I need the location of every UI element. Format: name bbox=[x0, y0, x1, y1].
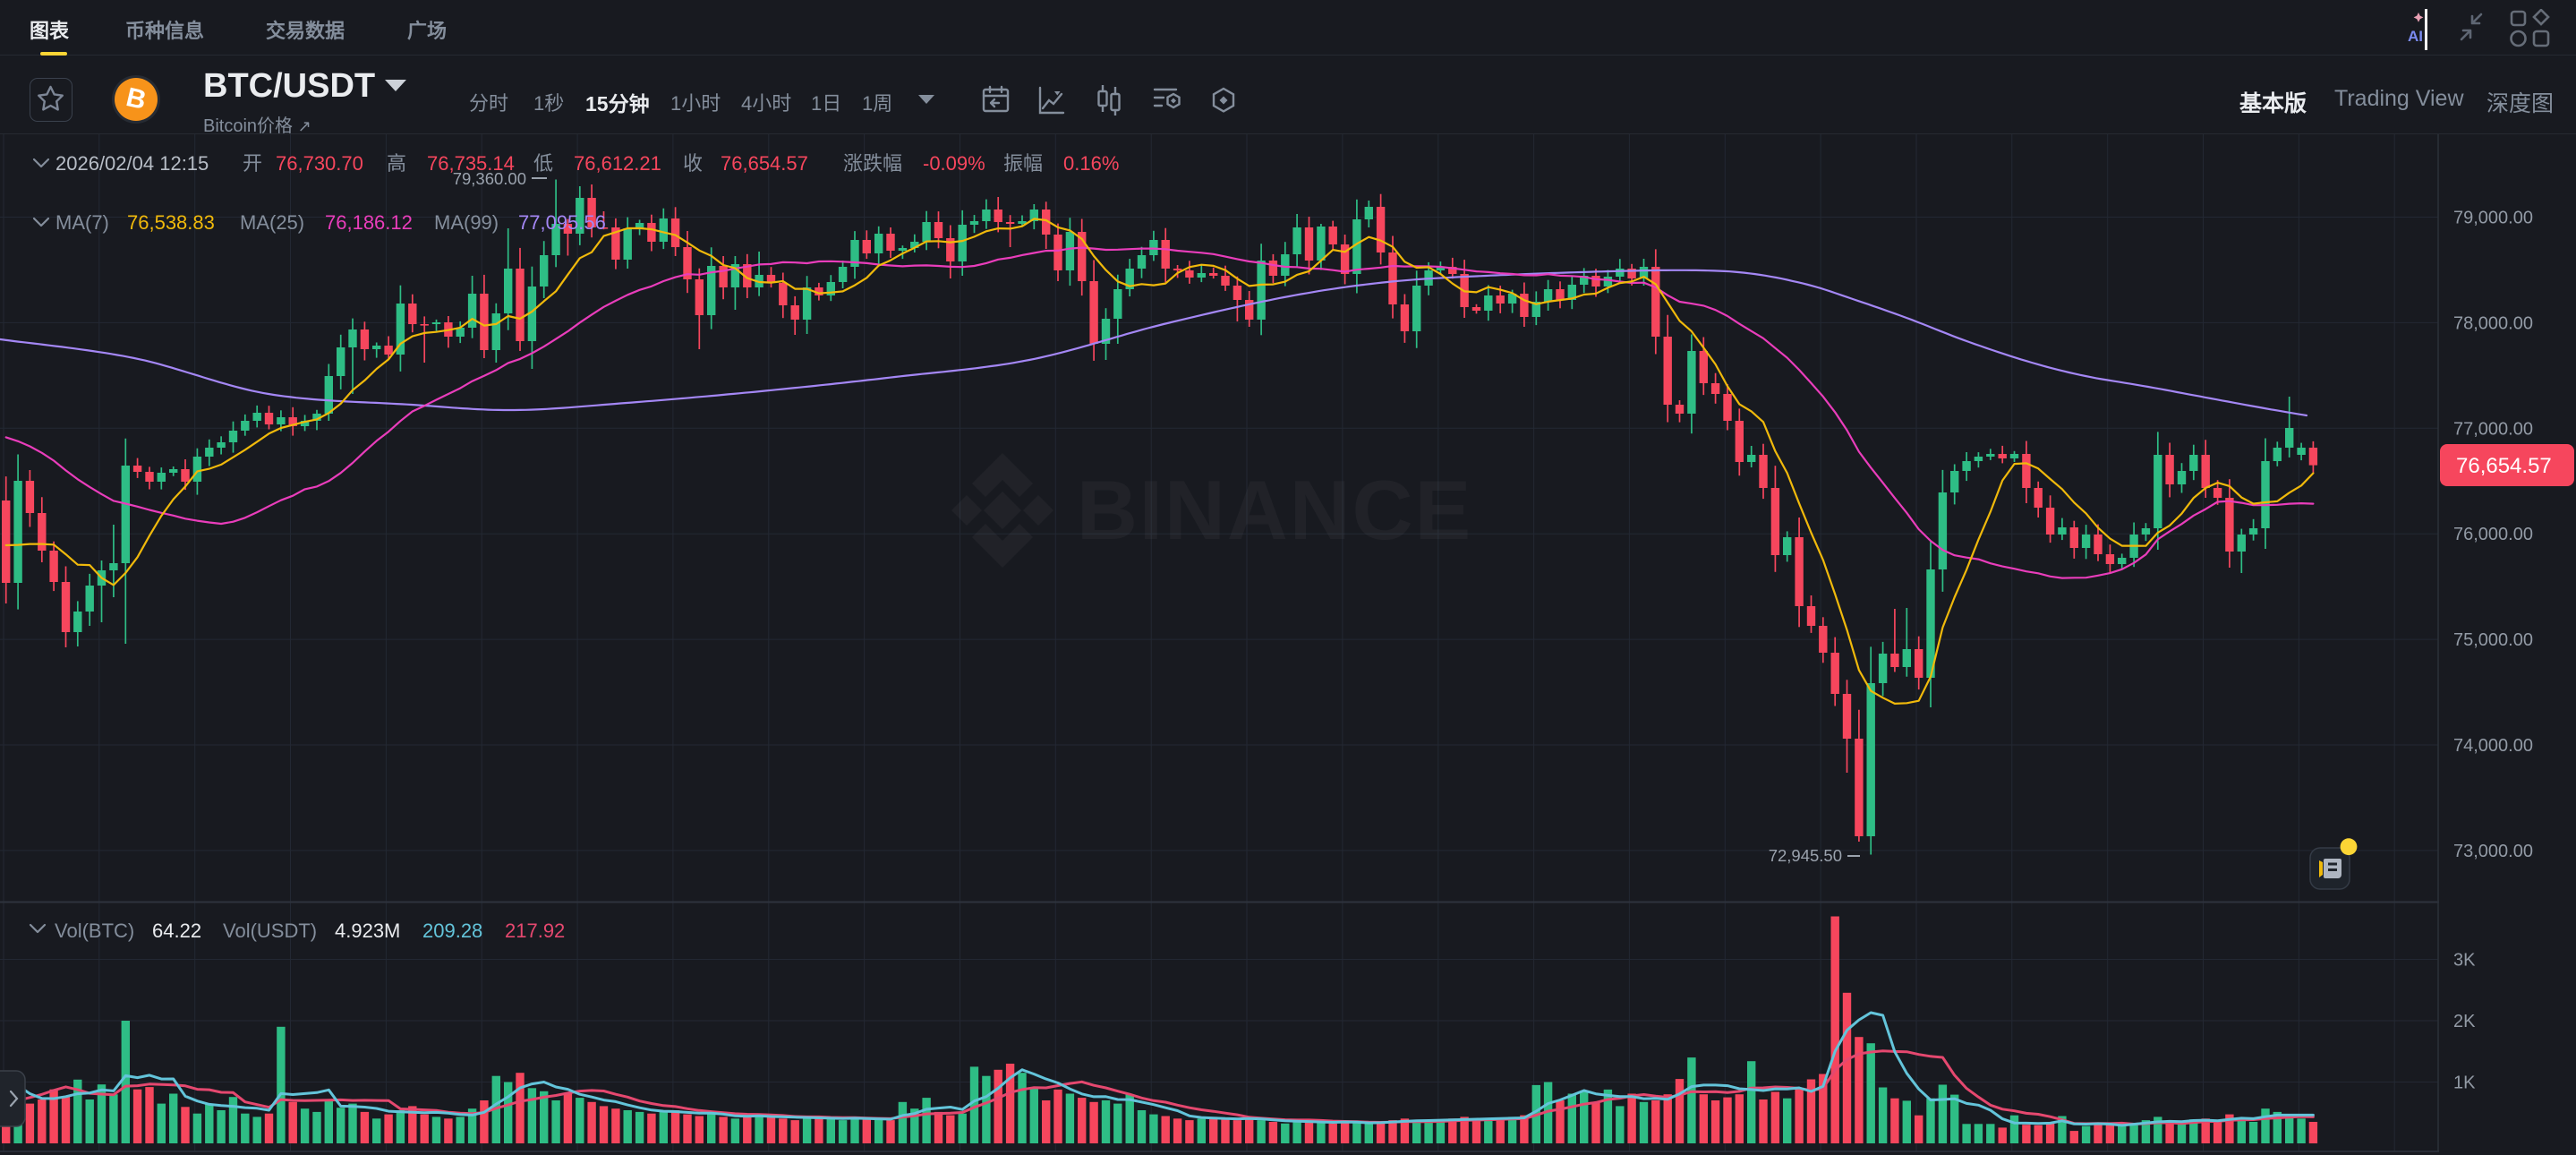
svg-text:MA(25): MA(25) bbox=[240, 211, 304, 234]
svg-text:收: 收 bbox=[683, 152, 703, 175]
svg-text:79,000.00: 79,000.00 bbox=[2453, 209, 2533, 228]
svg-text:76,186.12: 76,186.12 bbox=[325, 211, 413, 234]
svg-text:低: 低 bbox=[533, 152, 553, 175]
svg-text:4.923M: 4.923M bbox=[335, 920, 400, 942]
svg-text:76,654.57: 76,654.57 bbox=[2456, 454, 2552, 478]
svg-text:76,730.70: 76,730.70 bbox=[276, 152, 363, 175]
svg-text:73,000.00: 73,000.00 bbox=[2453, 842, 2533, 861]
svg-text:-0.09%: -0.09% bbox=[923, 152, 985, 175]
svg-text:75,000.00: 75,000.00 bbox=[2453, 630, 2533, 650]
svg-text:76,654.57: 76,654.57 bbox=[721, 152, 808, 175]
svg-text:Vol(USDT): Vol(USDT) bbox=[223, 920, 317, 942]
svg-text:MA(99): MA(99) bbox=[434, 211, 499, 234]
svg-text:2026/02/04 12:15: 2026/02/04 12:15 bbox=[55, 152, 209, 175]
svg-text:217.92: 217.92 bbox=[505, 920, 565, 942]
svg-text:78,000.00: 78,000.00 bbox=[2453, 313, 2533, 333]
svg-text:77,095.56: 77,095.56 bbox=[518, 211, 606, 234]
svg-text:64.22: 64.22 bbox=[152, 920, 201, 942]
svg-text:AI: AI bbox=[2408, 28, 2423, 45]
svg-text:BINANCE: BINANCE bbox=[1077, 463, 1472, 557]
svg-text:76,538.83: 76,538.83 bbox=[127, 211, 215, 234]
svg-text:72,945.50: 72,945.50 bbox=[1769, 846, 1842, 865]
svg-text:76,735.14: 76,735.14 bbox=[427, 152, 515, 175]
svg-text:振幅: 振幅 bbox=[1003, 152, 1043, 175]
svg-text:209.28: 209.28 bbox=[422, 920, 482, 942]
svg-text:3K: 3K bbox=[2453, 951, 2476, 971]
svg-text:涨跌幅: 涨跌幅 bbox=[843, 152, 902, 175]
svg-text:77,000.00: 77,000.00 bbox=[2453, 419, 2533, 439]
svg-text:74,000.00: 74,000.00 bbox=[2453, 736, 2533, 756]
svg-text:0.16%: 0.16% bbox=[1063, 152, 1119, 175]
svg-text:1K: 1K bbox=[2453, 1074, 2476, 1093]
svg-text:2K: 2K bbox=[2453, 1012, 2476, 1031]
svg-text:Vol(BTC): Vol(BTC) bbox=[55, 920, 134, 942]
svg-text:76,000.00: 76,000.00 bbox=[2453, 525, 2533, 544]
svg-text:高: 高 bbox=[387, 152, 406, 175]
svg-text:开: 开 bbox=[243, 152, 262, 175]
svg-text:76,612.21: 76,612.21 bbox=[574, 152, 661, 175]
svg-text:79,360.00: 79,360.00 bbox=[453, 169, 526, 188]
svg-text:MA(7): MA(7) bbox=[55, 211, 109, 234]
